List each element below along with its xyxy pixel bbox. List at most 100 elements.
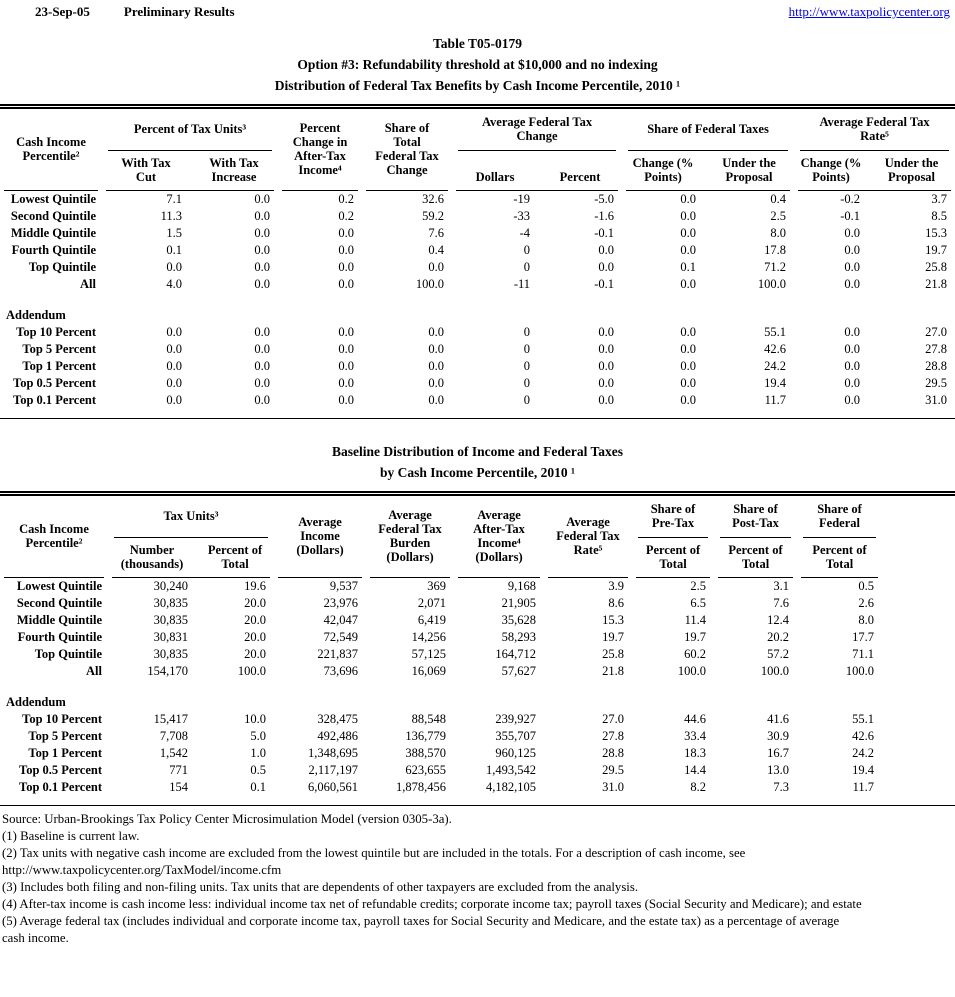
value-cell: 0.0: [844, 359, 861, 373]
value-cell: 1,878,456: [396, 780, 447, 794]
header-rule: [458, 150, 617, 151]
value-cell: 0.0: [844, 277, 861, 291]
footnote-5: (5) Average federal tax (includes indivi…: [2, 914, 840, 928]
benefits-distribution-table: Cash Income Percentile² Percent of Tax U…: [0, 104, 955, 419]
value-cell: 27.0: [925, 325, 948, 339]
value-cell: 0.0: [338, 359, 355, 373]
value-cell: 25.8: [925, 260, 948, 274]
value-cell: 0: [523, 376, 531, 390]
value-cell: 8.5: [931, 209, 948, 223]
group-header-share-federal: Share of Federal: [797, 496, 882, 538]
row-label: Top 10 Percent: [16, 325, 96, 339]
sub-header-under-proposal: Under the Proposal: [884, 156, 939, 184]
value-cell: 21.8: [925, 277, 948, 291]
value-cell: 19.4: [852, 763, 875, 777]
taxpolicycenter-link[interactable]: http://www.taxpolicycenter.org: [788, 4, 950, 19]
value-cell: 388,570: [405, 746, 447, 760]
value-cell: -5.0: [594, 192, 615, 206]
header-rule-cell: [108, 575, 274, 578]
header-rule-cell: [366, 575, 454, 578]
value-cell: 27.8: [925, 342, 948, 356]
value-cell: 20.2: [767, 630, 790, 644]
group-header-percent-of-tax-units: Percent of Tax Units³: [102, 109, 278, 151]
value-cell: 42.6: [852, 729, 875, 743]
value-cell: 1.5: [166, 226, 182, 240]
value-cell: 0.2: [338, 209, 355, 223]
table-row: Top 5 Percent 0.0 0.0 0.0 0.0 0 0.0 0.0 42.6 0.0 2…: [0, 341, 955, 358]
value-cell: 623,655: [405, 763, 447, 777]
row-label: Second Quintile: [16, 596, 102, 610]
row-label: Middle Quintile: [10, 226, 96, 240]
footnote-2: (2) Tax units with negative cash income …: [2, 846, 746, 860]
value-cell: 0.0: [428, 260, 445, 274]
value-cell: 23,976: [323, 596, 359, 610]
value-cell: 0.0: [254, 342, 271, 356]
value-cell: 4.0: [166, 277, 182, 291]
value-cell: 59.2: [422, 209, 445, 223]
value-cell: 29.5: [925, 376, 948, 390]
value-cell: 7.6: [428, 226, 445, 240]
header-rule: [800, 150, 950, 151]
value-cell: 15,417: [153, 712, 188, 726]
table-row: Second Quintile 30,835 20.0 23,976 2,071 21,9…: [0, 595, 955, 612]
value-cell: 0.0: [338, 260, 355, 274]
row-label: Top Quintile: [28, 260, 96, 274]
header-rule-cell: [102, 188, 278, 191]
value-cell: 0.4: [770, 192, 787, 206]
sub-header-percent-of-total: Percent of Total: [812, 543, 867, 571]
value-cell: 31.0: [602, 780, 625, 794]
value-cell: 100.0: [677, 664, 707, 678]
table-row: All 154,170 100.0 73,696 16,069 57,627 21.8 100…: [0, 663, 955, 680]
value-cell: 30.9: [767, 729, 790, 743]
value-cell: 0.0: [338, 277, 355, 291]
value-cell: 35,628: [501, 613, 537, 627]
value-cell: 154: [169, 780, 188, 794]
table-row: Top 0.1 Percent 0.0 0.0 0.0 0.0 0 0.0 0.0 11.7 0.…: [0, 392, 955, 418]
blank-cell: [882, 728, 955, 745]
value-cell: 1,348,695: [308, 746, 359, 760]
value-cell: 221,837: [317, 647, 359, 661]
sub-header-dollars: Dollars: [475, 170, 515, 184]
header-sub-row: Number (thousands) Percent of Total Perc…: [0, 538, 955, 575]
addendum-label: Addendum: [6, 694, 66, 709]
value-cell: 2,071: [417, 596, 447, 610]
value-cell: 19.4: [764, 376, 787, 390]
table-row: Top 0.5 Percent 771 0.5 2,117,197 623,655 1,4…: [0, 762, 955, 779]
value-cell: 0.0: [166, 342, 182, 356]
header-bottom-rule-row: [0, 188, 955, 191]
row-label: Fourth Quintile: [11, 243, 96, 257]
option-title: Option #3: Refundability threshold at $1…: [297, 57, 658, 72]
col-header-percent-change-after-tax: Percent Change in After-Tax Income⁴: [292, 120, 348, 177]
value-cell: 14.4: [684, 763, 707, 777]
value-cell: 17.8: [764, 243, 787, 257]
value-cell: 0.0: [680, 192, 697, 206]
value-cell: 72,549: [323, 630, 359, 644]
header-rule-cell: [622, 188, 794, 191]
value-cell: 42.6: [764, 342, 787, 356]
header-rule-cell: [0, 575, 108, 578]
value-cell: 492,486: [317, 729, 359, 743]
blank-cell: [882, 779, 955, 805]
value-cell: 16,069: [411, 664, 447, 678]
sub-header-change-points: Change (% Points): [800, 156, 862, 184]
header-rule: [628, 150, 789, 151]
header-sub-row: With Tax Cut With Tax Increase Dollars P…: [0, 151, 955, 188]
value-cell: 6,419: [417, 613, 447, 627]
trailing-blank-header: [882, 496, 955, 575]
value-cell: 3.9: [608, 579, 625, 593]
value-cell: 7,708: [159, 729, 188, 743]
value-cell: 0.0: [844, 342, 861, 356]
value-cell: 0: [523, 243, 531, 257]
value-cell: 14,256: [411, 630, 447, 644]
group-header-text: Share of Federal: [817, 502, 862, 530]
value-cell: 1.0: [250, 746, 267, 760]
col-header-average-federal-tax-rate: Average Federal Tax Rate⁵: [556, 514, 620, 557]
header-rule-cell: [714, 575, 797, 578]
value-cell: -19: [513, 192, 531, 206]
blank-cell: [882, 711, 955, 728]
value-cell: 71.2: [764, 260, 787, 274]
sub-header-percent-of-total: Percent of Total: [207, 543, 263, 571]
value-cell: 7.6: [773, 596, 790, 610]
value-cell: 0.0: [166, 325, 182, 339]
value-cell: 9,537: [329, 579, 359, 593]
